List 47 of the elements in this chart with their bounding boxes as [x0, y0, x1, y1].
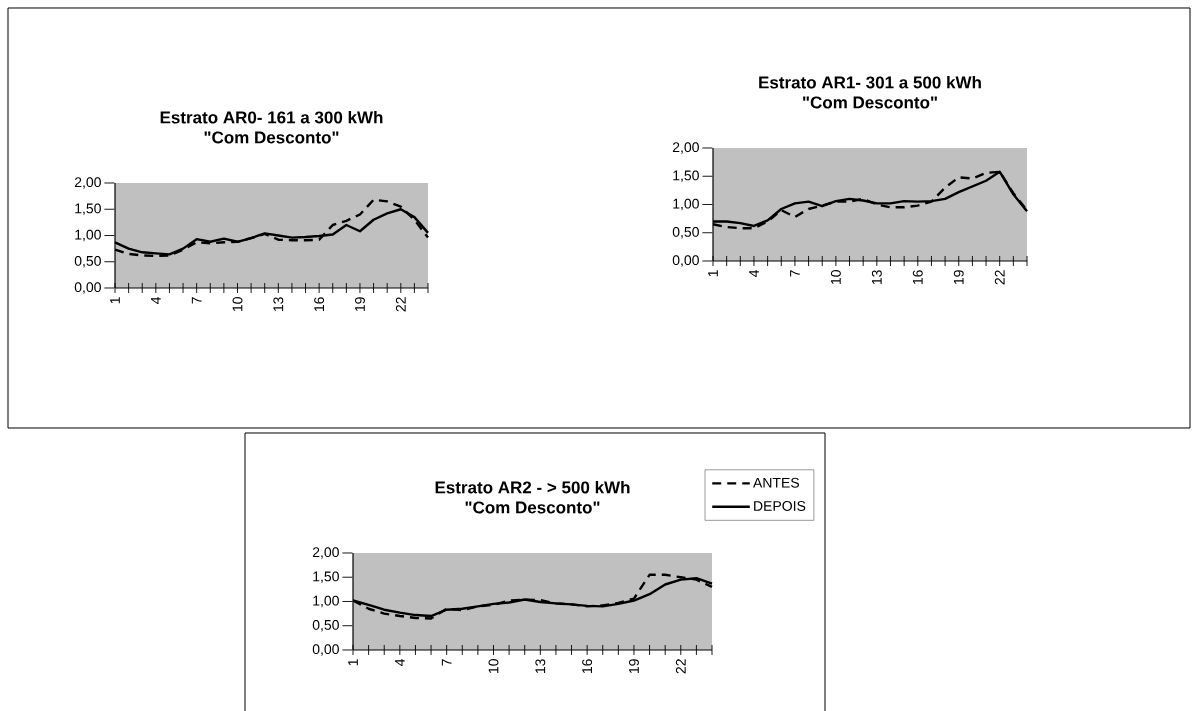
chart-subtitle: "Com Desconto" [465, 501, 600, 514]
chart-title: Estrato AR1- 301 a 500 kWh [759, 75, 981, 89]
x-tick-label: 1 [110, 297, 120, 304]
chart-subtitle: "Com Desconto" [204, 131, 339, 144]
y-tick-label: 0,50 [312, 619, 339, 632]
x-tick-label: 7 [191, 297, 202, 304]
y-tick-label: 0,50 [672, 226, 699, 239]
chart-title: Estrato AR2 - > 500 kWh [435, 480, 630, 494]
x-tick-label: 22 [994, 270, 1005, 285]
x-tick-label: 10 [830, 270, 841, 285]
x-tick-label: 16 [582, 659, 593, 674]
x-tick-label: 19 [355, 297, 365, 312]
x-tick-label: 19 [953, 270, 964, 285]
x-tick-label: 19 [629, 659, 639, 674]
x-tick-label: 10 [488, 659, 499, 674]
x-tick-label: 10 [232, 297, 243, 312]
y-tick-label: 2,00 [74, 177, 101, 189]
x-tick-label: 16 [314, 297, 325, 312]
legend-label: ANTES [753, 477, 800, 488]
x-tick-label: 22 [675, 659, 686, 674]
y-tick-label: 1,50 [75, 203, 101, 216]
x-tick-label: 7 [441, 659, 452, 666]
x-tick-label: 1 [708, 270, 718, 277]
x-tick-label: 7 [790, 270, 800, 277]
x-tick-label: 16 [912, 270, 923, 285]
y-tick-label: 1,00 [313, 595, 339, 608]
y-tick-label: 1,50 [313, 571, 339, 584]
y-tick-label: 2,00 [312, 547, 339, 559]
y-tick-label: 0,50 [74, 255, 101, 268]
y-tick-label: 0,00 [672, 255, 699, 267]
y-tick-label: 1,00 [673, 198, 699, 211]
x-tick-label: 4 [749, 269, 759, 277]
x-tick-label: 13 [535, 659, 546, 674]
chart-subtitle: "Com Desconto" [803, 96, 937, 109]
chart-title: Estrato AR0- 161 a 300 kWh [160, 110, 383, 124]
x-tick-label: 1 [348, 659, 358, 666]
y-tick-label: 0,00 [312, 644, 339, 656]
y-tick-label: 0,00 [74, 282, 101, 294]
x-tick-label: 22 [395, 297, 406, 312]
x-tick-label: 13 [273, 297, 284, 312]
y-tick-label: 1,00 [75, 229, 101, 242]
y-tick-label: 1,50 [673, 170, 699, 183]
legend-label: DEPOIS [754, 501, 806, 511]
y-tick-label: 2,00 [672, 142, 699, 154]
x-tick-label: 13 [871, 270, 882, 285]
x-tick-label: 4 [395, 658, 405, 666]
x-tick-label: 4 [151, 296, 161, 304]
